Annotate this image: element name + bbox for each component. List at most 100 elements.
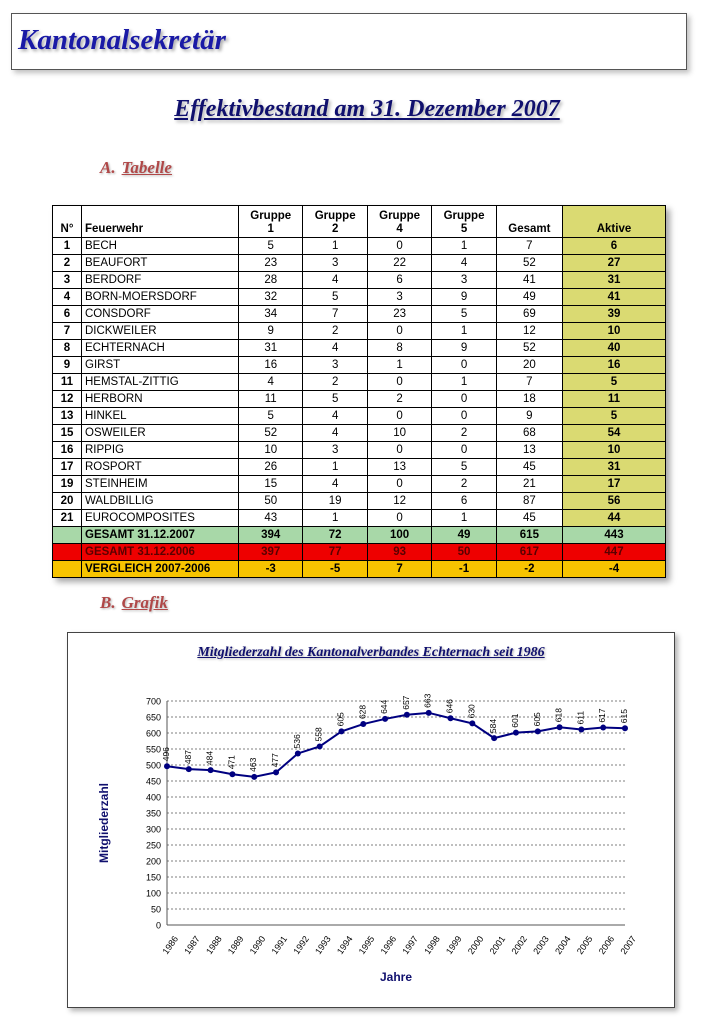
row-gruppe-2: 1 (302, 458, 368, 476)
row-aktive: 11 (562, 390, 666, 408)
x-tick-label: 1989 (226, 934, 246, 956)
row-gruppe-5: 1 (431, 322, 497, 340)
x-tick-label: 2006 (597, 934, 617, 956)
row-nr: 8 (52, 339, 82, 357)
x-tick-label: 2005 (575, 934, 595, 956)
y-tick-label: 50 (151, 905, 161, 915)
row-gruppe-4: 3 (366, 288, 433, 306)
row-nr: 16 (52, 441, 82, 459)
row-gruppe-5: 0 (431, 390, 497, 408)
data-point (164, 763, 170, 770)
row-nr: 19 (52, 475, 82, 493)
y-tick-label: 350 (146, 809, 161, 819)
data-label: 496 (161, 747, 171, 761)
x-tick-label: 2001 (488, 934, 508, 956)
section-a-letter: A. (100, 158, 116, 177)
empty-cell (52, 560, 82, 578)
row-gesamt: 69 (495, 305, 564, 323)
row-nr: 15 (52, 424, 82, 442)
vergleich-row-gruppe-2: -5 (302, 560, 368, 578)
total-2006-row-gruppe-2: 77 (302, 543, 368, 561)
row-gruppe-5: 1 (431, 373, 497, 391)
x-tick-label: 1986 (160, 934, 180, 956)
row-gruppe-5: 2 (431, 475, 497, 493)
table-row: 2 BEAUFORT 23 3 22 4 52 27 (52, 254, 666, 272)
row-gruppe-2: 4 (302, 339, 368, 357)
row-feuerwehr: HERBORN (81, 390, 239, 408)
row-gruppe-5: 5 (431, 305, 497, 323)
data-point (600, 724, 607, 731)
row-gruppe-1: 34 (237, 305, 304, 323)
table-row: 1 BECH 5 1 0 1 7 6 (52, 237, 666, 255)
col-header-gruppe-1-num: 1 (267, 223, 274, 235)
row-feuerwehr: STEINHEIM (81, 475, 239, 493)
vergleich-row-aktive: -4 (562, 560, 666, 578)
row-nr: 13 (52, 407, 82, 425)
table-row: 19 STEINHEIM 15 4 0 2 21 17 (52, 475, 666, 493)
row-nr: 4 (52, 288, 82, 306)
y-tick-label: 600 (146, 729, 161, 739)
data-point (207, 767, 214, 774)
row-gruppe-1: 16 (237, 356, 304, 374)
data-label: 615 (619, 709, 629, 723)
row-gruppe-2: 1 (302, 237, 368, 255)
row-gesamt: 87 (495, 492, 564, 510)
bestand-table: N° Feuerwehr Gruppe 1 Gruppe 2 Gruppe 4 Gru… (52, 205, 666, 578)
row-gruppe-1: 5 (237, 407, 304, 425)
y-tick-label: 150 (146, 873, 161, 883)
data-label: 601 (510, 713, 520, 727)
data-point (338, 728, 345, 735)
y-tick-label: 650 (146, 713, 161, 723)
row-feuerwehr: GIRST (81, 356, 239, 374)
data-point (491, 735, 498, 742)
table-row: 9 GIRST 16 3 1 0 20 16 (52, 356, 666, 374)
row-nr: 2 (52, 254, 82, 272)
total-2006-row: GESAMT 31.12.2006 397 77 93 50 617 447 (52, 543, 666, 561)
row-aktive: 5 (562, 373, 666, 391)
y-tick-label: 300 (146, 825, 161, 835)
total-2006-row-label: GESAMT 31.12.2006 (81, 543, 239, 561)
row-gruppe-5: 5 (431, 458, 497, 476)
data-label: 611 (575, 711, 585, 725)
row-nr: 7 (52, 322, 82, 340)
row-gesamt: 9 (495, 407, 564, 425)
data-label: 477 (270, 753, 280, 767)
x-tick-label: 2004 (553, 934, 573, 956)
row-gesamt: 12 (495, 322, 564, 340)
row-gruppe-2: 3 (302, 356, 368, 374)
col-header-gruppe-2: Gruppe 2 (302, 205, 368, 238)
data-point (512, 729, 519, 736)
row-gruppe-2: 2 (302, 322, 368, 340)
x-tick-label: 1991 (269, 934, 289, 956)
data-label: 536 (292, 734, 302, 748)
y-tick-label: 700 (146, 697, 161, 707)
row-aktive: 54 (562, 424, 666, 442)
data-label: 605 (335, 712, 345, 726)
row-aktive: 5 (562, 407, 666, 425)
row-feuerwehr: EUROCOMPOSITES (81, 509, 239, 527)
x-tick-label: 1992 (291, 934, 311, 956)
chart-box: Mitgliederzahl des Kantonalverbandes Ech… (67, 632, 675, 1008)
row-gruppe-1: 52 (237, 424, 304, 442)
row-gruppe-1: 50 (237, 492, 304, 510)
y-tick-label: 500 (146, 761, 161, 771)
total-2007-row-label: GESAMT 31.12.2007 (81, 526, 239, 544)
table-row: 7 DICKWEILER 9 2 0 1 12 10 (52, 322, 666, 340)
page-title: Effektivbestand am 31. Dezember 2007 (174, 96, 560, 122)
data-label: 618 (554, 708, 564, 722)
row-gruppe-1: 28 (237, 271, 304, 289)
total-2007-row-gesamt: 615 (495, 526, 564, 544)
row-aktive: 40 (562, 339, 666, 357)
row-gruppe-2: 3 (302, 254, 368, 272)
total-2007-row-gruppe-1: 394 (237, 526, 304, 544)
row-gruppe-1: 31 (237, 339, 304, 357)
row-aktive: 16 (562, 356, 666, 374)
row-aktive: 31 (562, 458, 666, 476)
row-gruppe-2: 4 (302, 475, 368, 493)
row-feuerwehr: OSWEILER (81, 424, 239, 442)
data-point (382, 715, 389, 722)
data-point (316, 743, 323, 750)
col-header-nr: N° (52, 205, 82, 238)
row-aktive: 17 (562, 475, 666, 493)
row-gruppe-2: 5 (302, 390, 368, 408)
